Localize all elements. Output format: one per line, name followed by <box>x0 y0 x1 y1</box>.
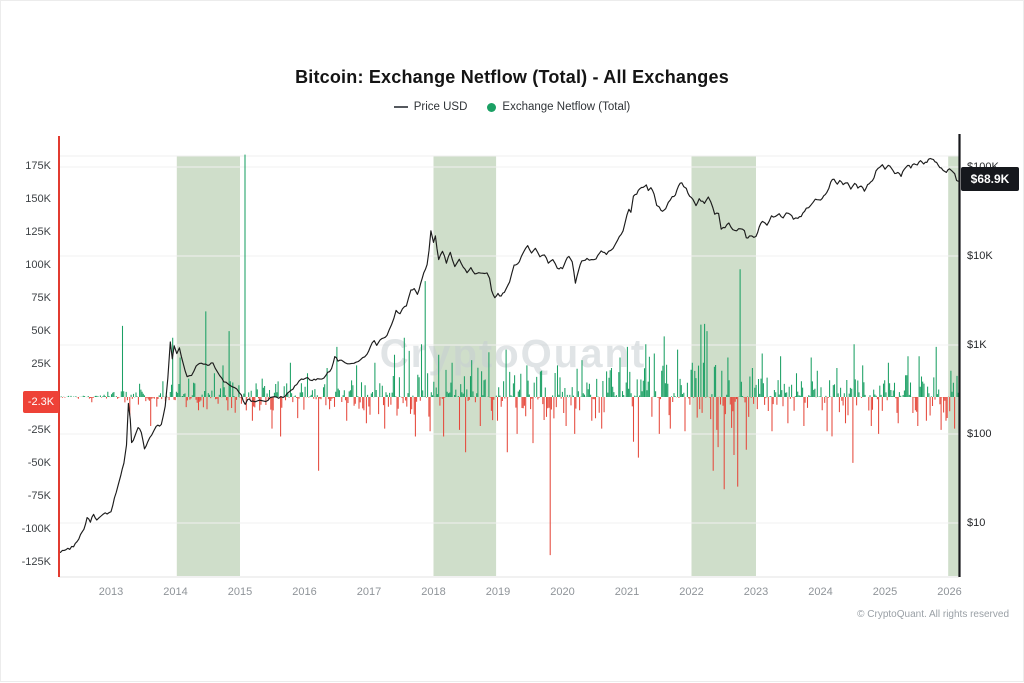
left-axis-tick--25K: -25K <box>27 423 51 436</box>
price-line <box>59 157 959 553</box>
watermark: CryptoQuant <box>380 332 646 376</box>
netflow-current-badge: -2.3K <box>23 391 59 413</box>
left-axis-tick-25K: 25K <box>31 358 51 371</box>
netflow-dot-icon <box>487 102 497 112</box>
right-axis-tick-$10: $10 <box>967 517 986 529</box>
x-axis-tick-2019: 2019 <box>485 586 511 598</box>
right-axis-tick-$1K: $1K <box>967 339 987 351</box>
left-axis-tick--125K: -125K <box>21 555 51 568</box>
chart-title: Bitcoin: Exchange Netflow (Total) - All … <box>295 67 729 87</box>
left-axis-tick-50K: 50K <box>31 325 51 338</box>
x-axis-tick-2018: 2018 <box>421 586 446 598</box>
legend-item-price: Price USD <box>393 101 468 113</box>
x-axis-tick-2014: 2014 <box>163 586 188 598</box>
left-axis-tick--50K: -50K <box>27 456 51 469</box>
legend-price-label: Price USD <box>413 101 468 113</box>
legend: Price USD Exchange Netflow (Total) <box>1 101 1023 113</box>
x-axis-tick-2026: 2026 <box>937 586 962 598</box>
legend-netflow-label: Exchange Netflow (Total) <box>502 101 631 113</box>
highlight-band <box>948 156 959 576</box>
price-current-badge: $68.9K <box>961 167 1019 191</box>
right-axis-tick-$100: $100 <box>967 428 992 440</box>
left-axis-tick-100K: 100K <box>25 259 51 272</box>
highlight-band <box>176 156 240 576</box>
left-axis-tick-175K: 175K <box>25 160 51 173</box>
x-axis-tick-2015: 2015 <box>227 586 253 598</box>
highlight-band <box>433 156 497 576</box>
price-line-swatch-icon <box>393 106 408 108</box>
left-axis-tick-125K: 125K <box>25 226 51 239</box>
x-axis-tick-2024: 2024 <box>808 586 833 598</box>
x-axis-tick-2023: 2023 <box>743 586 769 598</box>
left-axis-tick-75K: 75K <box>31 292 51 305</box>
legend-item-netflow: Exchange Netflow (Total) <box>487 101 630 113</box>
x-axis-tick-2022: 2022 <box>679 586 704 598</box>
right-axis-tick-$10K: $10K <box>967 250 993 262</box>
x-axis-tick-2025: 2025 <box>872 586 898 598</box>
left-axis-tick-150K: 150K <box>25 193 51 206</box>
highlight-band <box>691 156 756 576</box>
x-axis-tick-2016: 2016 <box>292 586 317 598</box>
left-axis-tick--100K: -100K <box>21 522 51 535</box>
copyright: © CryptoQuant. All rights reserved <box>857 609 1009 620</box>
x-axis-tick-2020: 2020 <box>550 586 575 598</box>
x-axis-tick-2013: 2013 <box>98 586 124 598</box>
left-axis-tick--75K: -75K <box>27 489 51 502</box>
netflow-bars-positive <box>59 154 959 397</box>
x-axis-tick-2017: 2017 <box>356 586 382 598</box>
x-axis-tick-2021: 2021 <box>614 586 640 598</box>
